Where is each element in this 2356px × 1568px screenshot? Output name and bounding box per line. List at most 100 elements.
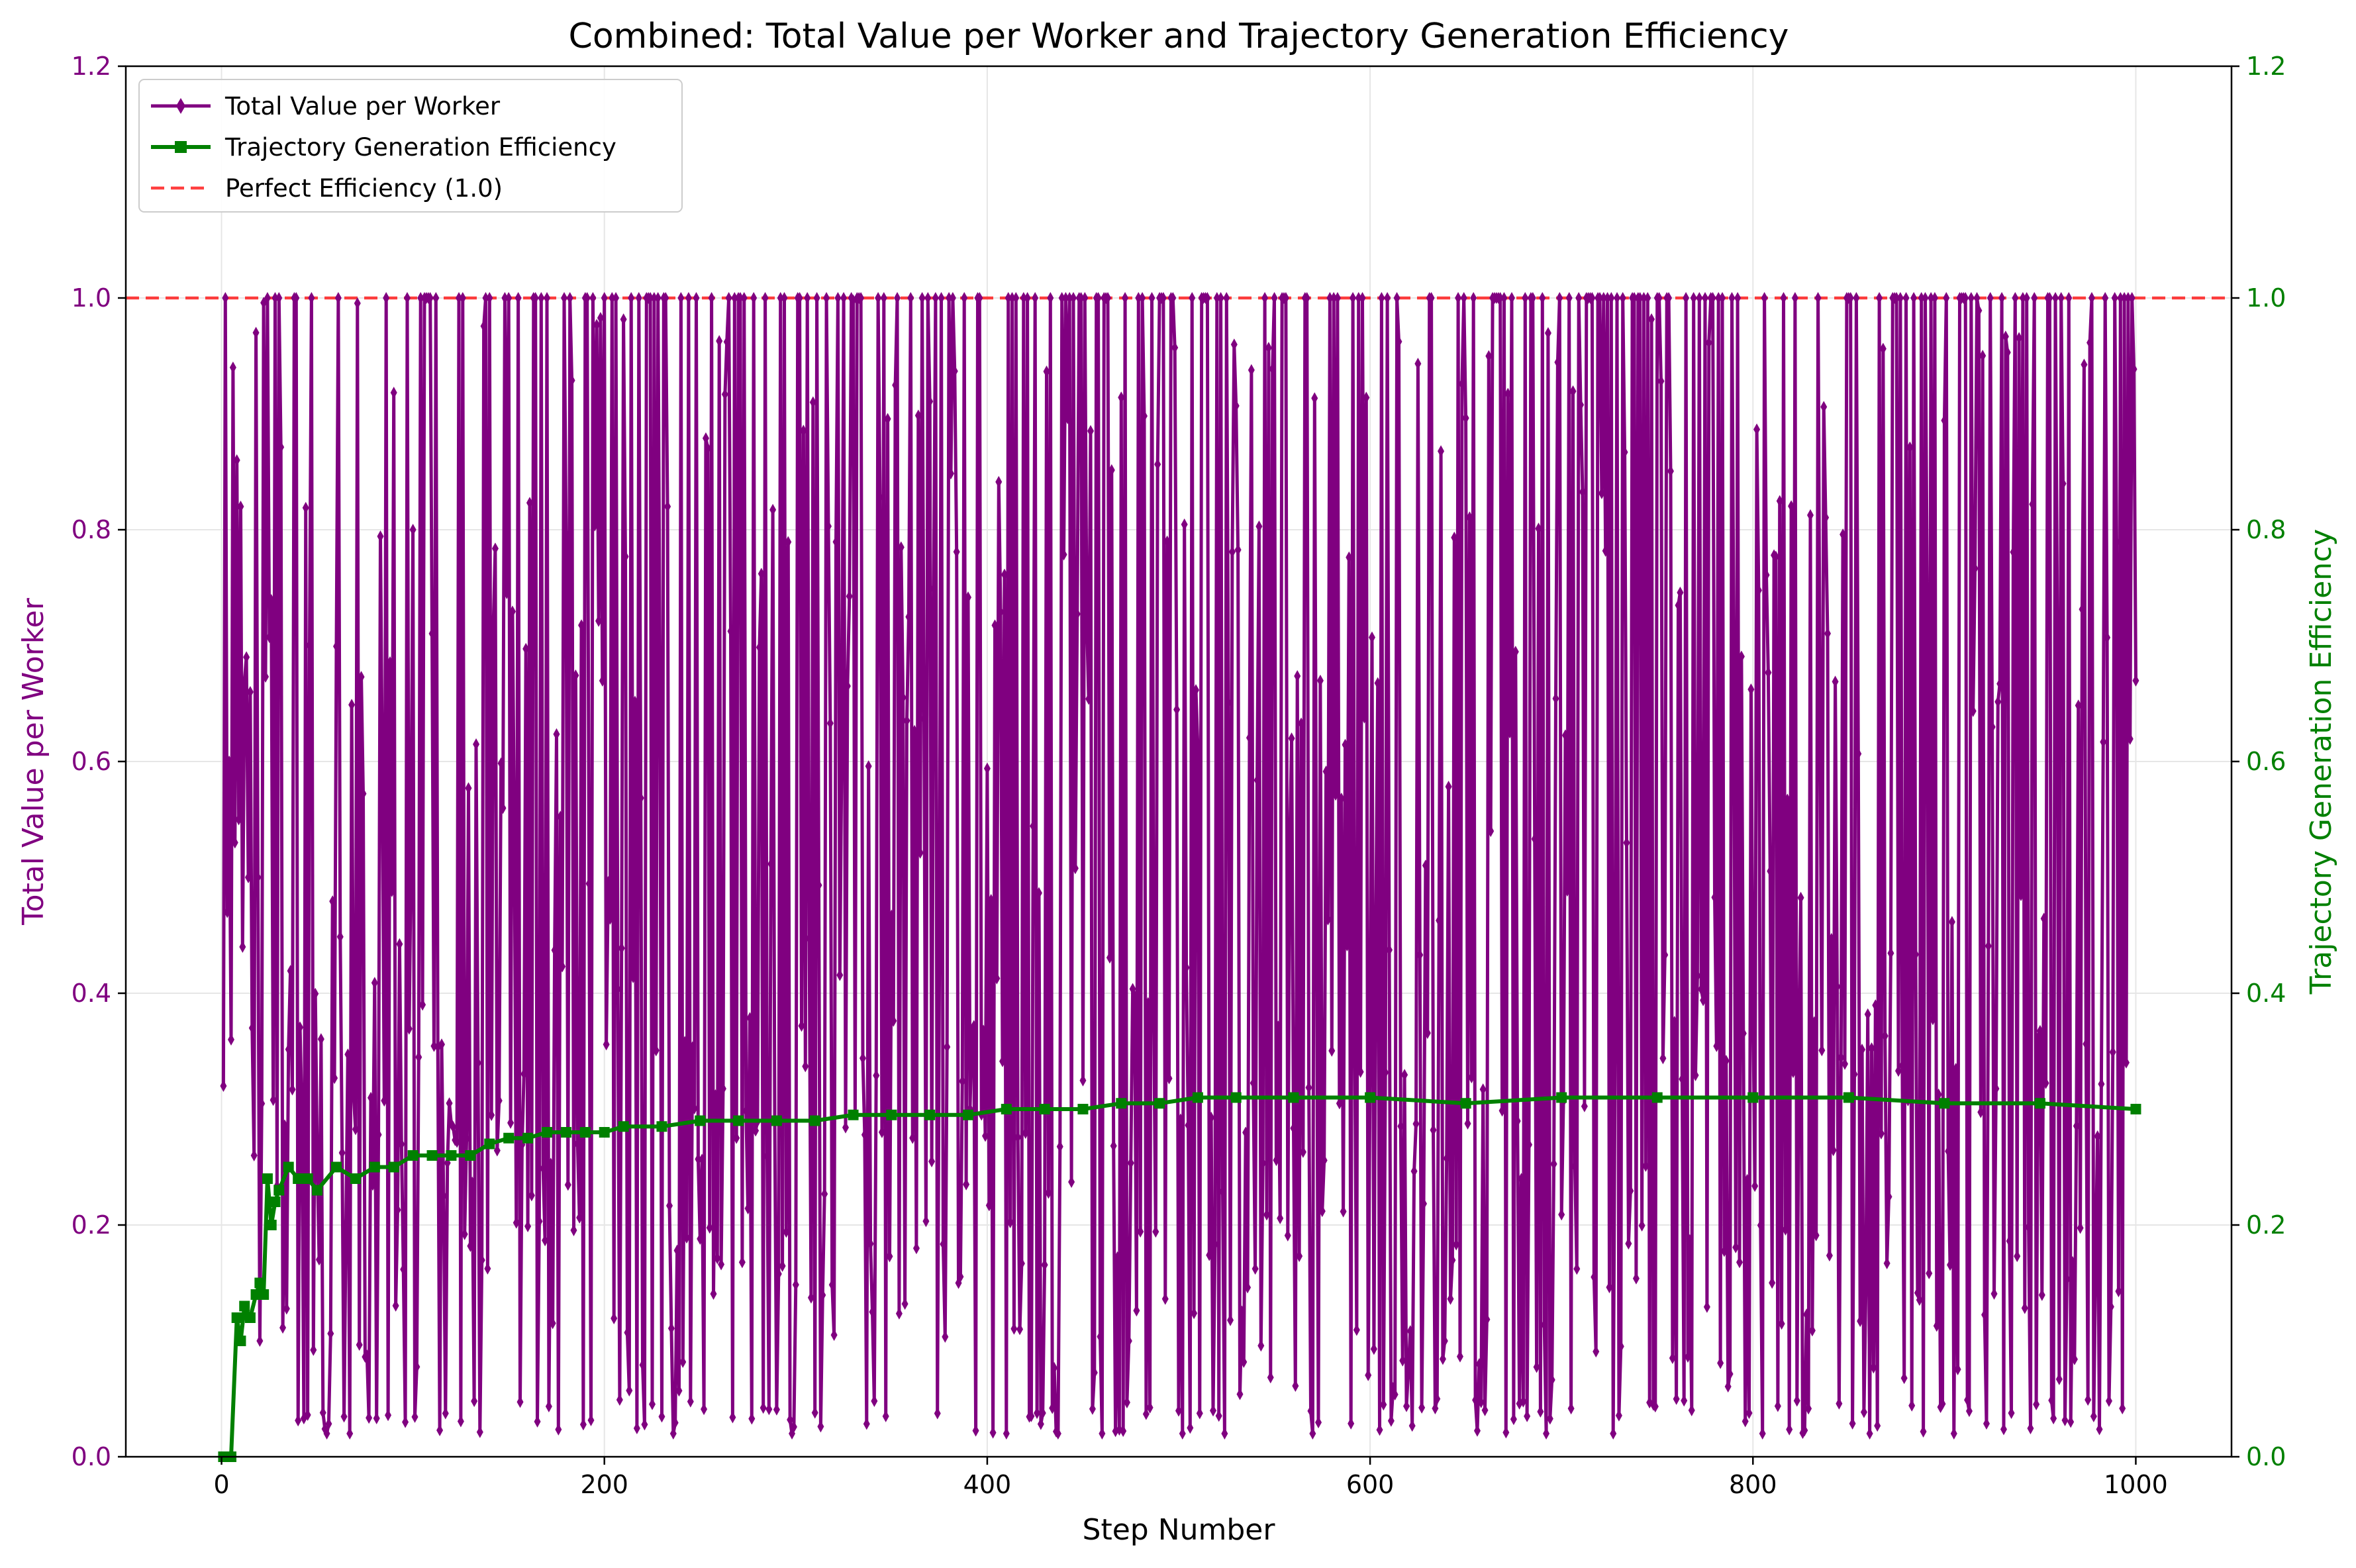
value-point bbox=[1412, 1118, 1420, 1130]
value-point bbox=[1344, 939, 1351, 952]
value-point bbox=[450, 1120, 457, 1133]
value-point bbox=[1395, 335, 1402, 348]
value-point bbox=[1332, 789, 1340, 801]
value-point bbox=[673, 1244, 681, 1257]
value-point bbox=[1152, 1226, 1159, 1238]
value-point bbox=[319, 1406, 326, 1419]
value-point bbox=[572, 669, 579, 681]
value-point bbox=[738, 1256, 746, 1269]
value-point bbox=[473, 738, 480, 751]
value-point bbox=[683, 1232, 691, 1244]
value-point bbox=[1767, 865, 1774, 877]
value-point bbox=[1215, 1410, 1222, 1422]
value-point bbox=[1801, 1424, 1808, 1437]
value-point bbox=[662, 292, 669, 304]
efficiency-point bbox=[1116, 1098, 1127, 1109]
efficiency-point bbox=[262, 1173, 273, 1184]
value-point bbox=[2021, 1302, 2028, 1314]
value-point bbox=[830, 1329, 838, 1342]
value-point bbox=[652, 1044, 660, 1057]
value-point bbox=[403, 292, 411, 304]
value-point bbox=[1259, 1157, 1267, 1169]
value-point bbox=[942, 1330, 949, 1343]
value-point bbox=[834, 292, 842, 304]
value-point bbox=[241, 674, 248, 687]
value-point bbox=[371, 977, 378, 989]
value-point bbox=[1087, 424, 1095, 437]
value-point bbox=[779, 1259, 786, 1272]
value-point bbox=[666, 1199, 673, 1212]
value-point bbox=[2048, 1394, 2055, 1406]
value-point bbox=[461, 1228, 468, 1240]
value-point bbox=[1125, 1335, 1132, 1348]
value-point bbox=[1133, 1304, 1140, 1317]
value-point bbox=[861, 1128, 868, 1141]
value-point bbox=[1161, 1293, 1169, 1305]
value-point bbox=[2061, 1414, 2069, 1426]
value-point bbox=[871, 1395, 878, 1407]
value-point bbox=[1250, 1077, 1257, 1089]
value-point bbox=[1755, 584, 1762, 597]
value-point bbox=[965, 591, 971, 604]
value-point bbox=[1225, 697, 1232, 709]
value-point bbox=[1526, 1138, 1533, 1151]
value-point bbox=[1334, 292, 1341, 304]
value-point bbox=[1763, 569, 1770, 581]
value-point bbox=[350, 1089, 358, 1102]
value-point bbox=[961, 292, 968, 304]
value-point bbox=[746, 1012, 754, 1024]
value-point bbox=[323, 1428, 330, 1440]
value-point bbox=[1223, 292, 1230, 304]
value-point bbox=[1640, 292, 1647, 304]
value-point bbox=[1406, 1325, 1414, 1338]
y-tick-label-left: 0.0 bbox=[72, 1442, 111, 1471]
value-point bbox=[352, 1123, 359, 1136]
efficiency-point bbox=[258, 1289, 270, 1300]
value-point bbox=[641, 1418, 648, 1431]
value-point bbox=[677, 292, 685, 304]
value-point bbox=[1428, 292, 1435, 304]
value-point bbox=[865, 760, 872, 773]
value-point bbox=[699, 1153, 706, 1166]
value-point bbox=[1443, 1152, 1450, 1165]
value-point bbox=[2027, 1422, 2034, 1435]
value-point bbox=[1548, 1373, 1555, 1386]
value-point bbox=[1123, 1396, 1130, 1409]
x-tick-label: 800 bbox=[1729, 1470, 1777, 1499]
value-point bbox=[1851, 1068, 1858, 1081]
value-point bbox=[863, 1418, 870, 1430]
value-point bbox=[1238, 1305, 1246, 1318]
value-point bbox=[1943, 292, 1950, 304]
value-point bbox=[1296, 1250, 1303, 1262]
value-point bbox=[1686, 1234, 1693, 1246]
value-point bbox=[1776, 495, 1783, 507]
value-point bbox=[2081, 358, 2088, 371]
value-point bbox=[1077, 292, 1085, 304]
efficiency-point bbox=[1288, 1092, 1299, 1103]
value-point bbox=[1866, 1428, 1873, 1440]
value-point bbox=[2008, 1407, 2015, 1420]
value-point bbox=[1849, 1417, 1856, 1430]
value-point bbox=[1068, 1176, 1075, 1189]
value-point bbox=[1795, 1036, 1802, 1048]
value-point bbox=[1898, 1059, 1906, 1072]
value-point bbox=[1862, 1282, 1869, 1295]
value-point bbox=[2019, 292, 2026, 304]
efficiency-point bbox=[331, 1161, 342, 1173]
value-point bbox=[1257, 1340, 1265, 1352]
efficiency-point bbox=[599, 1127, 610, 1138]
value-point bbox=[918, 292, 926, 304]
efficiency-point bbox=[560, 1127, 571, 1138]
value-point bbox=[2115, 1285, 2122, 1298]
value-point bbox=[1788, 500, 1795, 513]
value-point bbox=[1418, 1401, 1426, 1414]
y-tick-label-right: 1.0 bbox=[2246, 283, 2286, 313]
value-point bbox=[922, 1215, 930, 1228]
value-point bbox=[1791, 292, 1798, 304]
value-point bbox=[532, 292, 539, 304]
value-point bbox=[792, 1279, 799, 1291]
value-point bbox=[545, 1400, 552, 1412]
value-point bbox=[1736, 1256, 1743, 1269]
value-point bbox=[1445, 780, 1452, 793]
value-point bbox=[773, 1403, 780, 1416]
